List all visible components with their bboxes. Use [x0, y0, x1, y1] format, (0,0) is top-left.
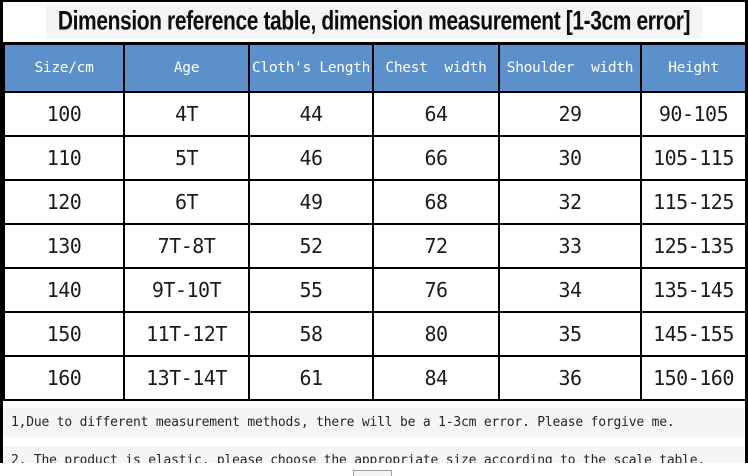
- table-cell: 150-160: [640, 355, 747, 401]
- table-cell: 84: [372, 355, 500, 401]
- table-cell: 130: [3, 223, 125, 269]
- table-header-row: Size/cm Age Cloth's Length Chest width Shoul…: [3, 42, 747, 93]
- column-header: Cloth's Length: [248, 42, 374, 93]
- table-cell: 36: [498, 355, 642, 401]
- table-cell: 32: [498, 179, 642, 225]
- column-header: Size/cm: [3, 42, 125, 93]
- table-cell: 55: [248, 267, 374, 313]
- column-header: Height: [640, 42, 747, 93]
- table-cell: 7T-8T: [123, 223, 250, 269]
- table-cell: 11T-12T: [123, 311, 250, 357]
- title-bar: Dimension reference table, dimension mea…: [3, 2, 745, 42]
- partial-cell-artifact: [353, 470, 392, 476]
- table-cell: 105-115: [640, 135, 747, 181]
- table-cell: 76: [372, 267, 500, 313]
- table-cell: 110: [3, 135, 125, 181]
- table-row: 100 4T 44 64 29 90-105: [3, 91, 747, 137]
- table-cell: 150: [3, 311, 125, 357]
- table-cell: 13T-14T: [123, 355, 250, 401]
- table-cell: 120: [3, 179, 125, 225]
- table-cell: 4T: [123, 91, 250, 137]
- column-header: Shoulder width: [498, 42, 642, 93]
- table-row: 140 9T-10T 55 76 34 135-145: [3, 267, 747, 313]
- table-row: 150 11T-12T 58 80 35 145-155: [3, 311, 747, 357]
- table-row: 110 5T 46 66 30 105-115: [3, 135, 747, 181]
- table-cell: 61: [248, 355, 374, 401]
- table-cell: 44: [248, 91, 374, 137]
- table-cell: 46: [248, 135, 374, 181]
- table-cell: 68: [372, 179, 500, 225]
- table-row: 160 13T-14T 61 84 36 150-160: [3, 355, 747, 401]
- table-row: 120 6T 49 68 32 115-125: [3, 179, 747, 225]
- table-cell: 66: [372, 135, 500, 181]
- table-cell: 140: [3, 267, 125, 313]
- table-cell: 30: [498, 135, 642, 181]
- table-cell: 52: [248, 223, 374, 269]
- note-line-1: 1,Due to different measurement methods, …: [4, 408, 744, 437]
- bottom-strip: [0, 463, 748, 476]
- table-row: 130 7T-8T 52 72 33 125-135: [3, 223, 747, 269]
- size-table: Size/cm Age Cloth's Length Chest width Shoul…: [3, 42, 747, 401]
- table-cell: 115-125: [640, 179, 747, 225]
- table-cell: 5T: [123, 135, 250, 181]
- table-cell: 49: [248, 179, 374, 225]
- table-cell: 33: [498, 223, 642, 269]
- column-header: Chest width: [372, 42, 500, 93]
- table-cell: 29: [498, 91, 642, 137]
- column-header: Age: [123, 42, 250, 93]
- table-cell: 135-145: [640, 267, 747, 313]
- table-cell: 58: [248, 311, 374, 357]
- table-cell: 72: [372, 223, 500, 269]
- table-cell: 160: [3, 355, 125, 401]
- table-cell: 35: [498, 311, 642, 357]
- table-cell: 145-155: [640, 311, 747, 357]
- table-cell: 100: [3, 91, 125, 137]
- table-cell: 34: [498, 267, 642, 313]
- table-cell: 64: [372, 91, 500, 137]
- table-cell: 125-135: [640, 223, 747, 269]
- size-table-body: 100 4T 44 64 29 90-105 110 5T 46 66 30 105-115 120 6T…: [3, 91, 747, 401]
- page-title: Dimension reference table, dimension mea…: [45, 5, 703, 39]
- table-cell: 90-105: [640, 91, 747, 137]
- table-cell: 9T-10T: [123, 267, 250, 313]
- table-cell: 6T: [123, 179, 250, 225]
- table-cell: 80: [372, 311, 500, 357]
